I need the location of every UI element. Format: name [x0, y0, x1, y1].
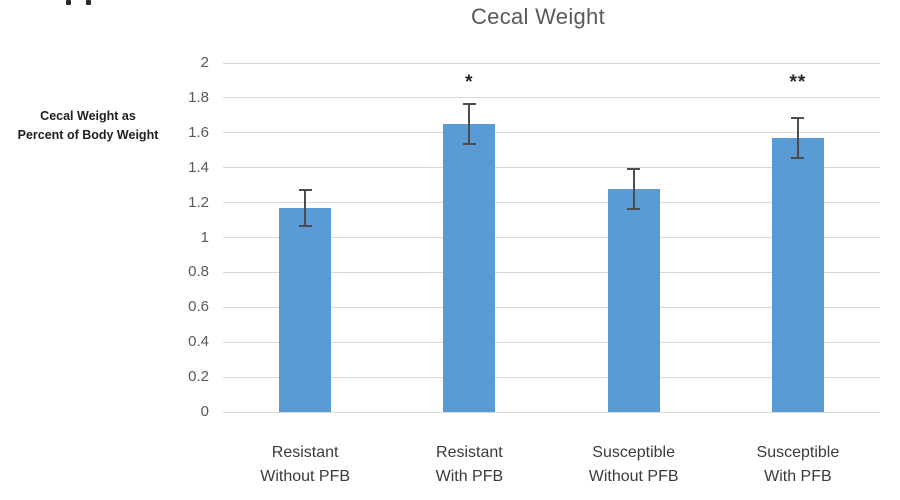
y-tick-label: 1.4: [188, 158, 209, 176]
y-tick-label: 1.6: [188, 123, 209, 141]
bar-resistant-with-pfb: [443, 124, 496, 412]
error-bar-cap-top: [627, 167, 641, 170]
x-category-label-line-2: With PFB: [435, 468, 504, 485]
gridline: [223, 306, 880, 308]
x-axis-line: [223, 411, 880, 413]
x-category-label-line-1: Susceptible: [756, 444, 840, 461]
error-bar: [298, 188, 312, 227]
x-category-label: Susceptible Without PFB: [552, 441, 716, 489]
gridline: [223, 97, 880, 99]
error-bar-cap-bottom: [462, 143, 476, 145]
error-bar-stem: [468, 103, 471, 145]
gridline: [223, 167, 880, 169]
y-axis-label-line-1: Cecal Weight as: [40, 109, 136, 123]
chart-title: Cecal Weight: [470, 4, 606, 29]
bar-susceptible-with-pfb: [771, 138, 824, 412]
x-category-label-line-1: Susceptible: [592, 444, 675, 461]
gridline: [223, 376, 880, 378]
y-tick-label: 0.6: [188, 298, 209, 316]
y-tick-label: 0.8: [188, 263, 209, 281]
significance-marker: *: [465, 72, 474, 94]
cropped-panel-label-mark: [86, 0, 91, 5]
y-axis-label: Cecal Weight as Percent of Body Weight: [0, 107, 176, 145]
gridline: [223, 341, 880, 343]
bar-susceptible-without-pfb: [607, 188, 660, 412]
y-tick-label: 0.2: [188, 368, 209, 386]
x-category-label-line-1: Resistant: [436, 444, 503, 461]
error-bar-stem: [796, 117, 799, 159]
error-bar-cap-top: [791, 117, 805, 120]
y-tick-label: 0.4: [188, 333, 209, 351]
x-category-label-line-1: Resistant: [271, 444, 339, 461]
gridline: [223, 132, 880, 134]
error-bar-cap-top: [462, 103, 476, 106]
x-category-label: Resistant With PFB: [387, 441, 551, 489]
error-bar-cap-bottom: [298, 225, 312, 227]
gridline: [223, 62, 880, 64]
error-bar-cap-bottom: [791, 156, 805, 159]
x-category-label-line-2: Without PFB: [260, 468, 351, 485]
error-bar-cap-top: [298, 188, 312, 191]
significance-marker: **: [789, 72, 807, 94]
error-bar: [462, 103, 476, 145]
x-category-label: Susceptible With PFB: [716, 441, 880, 489]
error-bar: [627, 167, 641, 210]
y-tick-label: 2: [200, 54, 209, 71]
x-category-label-line-2: Without PFB: [588, 468, 679, 485]
error-bar-cap-bottom: [627, 207, 641, 210]
plot-area: * **: [223, 62, 880, 413]
gridline: [223, 271, 880, 273]
y-tick-label: 1: [200, 228, 209, 246]
y-axis-label-line-2: Percent of Body Weight: [17, 128, 159, 142]
x-category-label-line-2: With PFB: [764, 468, 832, 485]
x-axis-labels: Resistant Without PFB Resistant With PFB Sus…: [223, 441, 880, 489]
y-tick-label: 1.8: [188, 88, 209, 106]
error-bar: [791, 117, 805, 159]
x-category-label: Resistant Without PFB: [223, 441, 387, 489]
gridline: [223, 237, 880, 238]
y-tick-label: 1.2: [188, 193, 209, 211]
cropped-panel-label-mark: [66, 0, 71, 5]
error-bar-stem: [304, 188, 307, 227]
bar-resistant-without-pfb: [279, 207, 332, 412]
error-bar-stem: [632, 167, 635, 210]
gridline: [223, 202, 880, 204]
y-tick-label: 0: [200, 403, 209, 420]
